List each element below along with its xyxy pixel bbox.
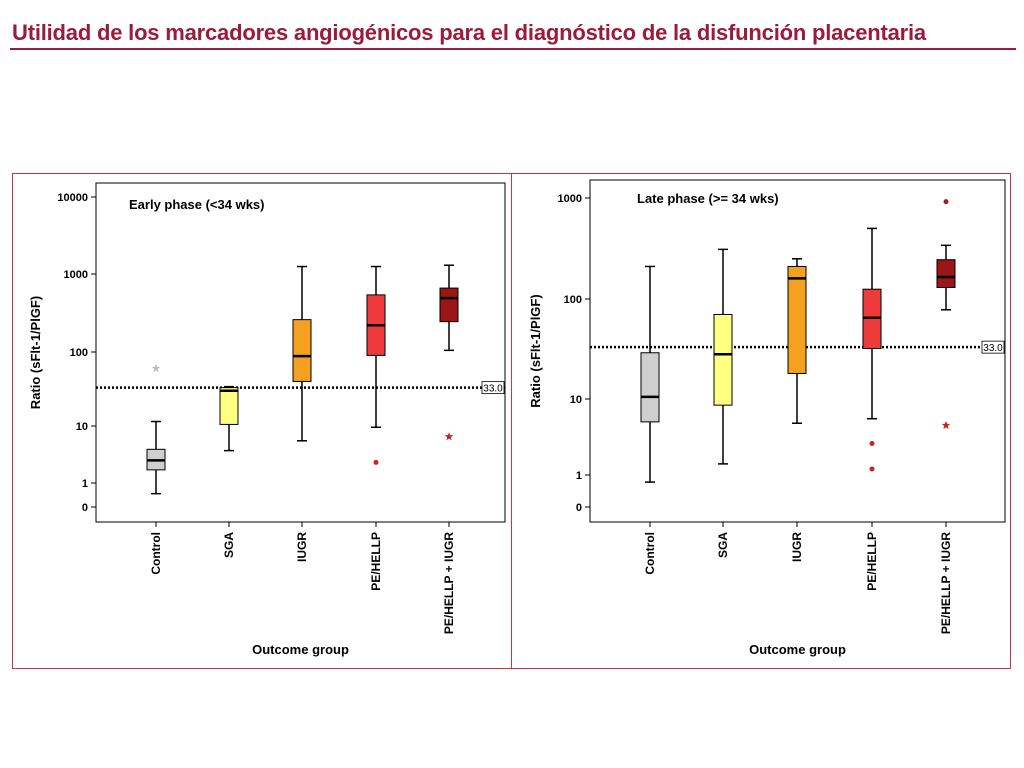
- y-tick-label: 1000: [558, 193, 582, 205]
- x-tick-label: SGA: [222, 532, 236, 558]
- y-axis-label: Ratio (sFlt-1/PlGF): [28, 296, 43, 409]
- iqr-box: [936, 259, 956, 288]
- y-tick-label: 0: [82, 502, 88, 514]
- x-tick-label: PE/HELLP: [369, 532, 383, 591]
- outlier-dot: [869, 440, 875, 446]
- x-tick-label: IUGR: [790, 532, 804, 562]
- outlier-dot: [943, 199, 949, 205]
- box-iugr: [787, 258, 807, 424]
- box-control: [146, 363, 166, 495]
- cutoff-label-box: [481, 381, 505, 395]
- y-tick-label: 10: [570, 394, 582, 406]
- x-tick-label: IUGR: [295, 532, 309, 562]
- box-pe-hellp-iugr: [439, 264, 459, 441]
- iqr-box: [640, 352, 660, 423]
- y-tick-label: 100: [564, 294, 582, 306]
- box-iugr: [292, 265, 312, 442]
- x-tick-label: PE/HELLP + IUGR: [939, 532, 953, 634]
- iqr-box: [292, 319, 312, 382]
- x-axis-label: Outcome group: [252, 642, 349, 657]
- outlier-star: [151, 363, 161, 373]
- y-tick-label: 0: [576, 502, 582, 514]
- outlier-dot: [869, 466, 875, 472]
- x-tick-label: SGA: [716, 532, 730, 558]
- box-pe-hellp: [862, 227, 882, 472]
- box-sga: [713, 248, 733, 465]
- cutoff-label: 33.0: [483, 384, 503, 395]
- cutoff-label: 33.0: [983, 343, 1003, 354]
- outlier-dot: [373, 459, 379, 465]
- chart-title: Early phase (<34 wks): [129, 197, 265, 212]
- x-tick-label: PE/HELLP: [865, 532, 879, 591]
- x-tick-label: Control: [643, 532, 657, 575]
- x-tick-label: PE/HELLP + IUGR: [442, 532, 456, 634]
- y-tick-label: 10: [76, 421, 88, 433]
- box-control: [640, 265, 660, 483]
- box-sga: [219, 385, 239, 452]
- y-tick-label: 1: [82, 478, 88, 490]
- cutoff-label-box: [981, 340, 1005, 354]
- slide-title: Utilidad de los marcadores angiogénicos …: [12, 20, 926, 45]
- x-tick-label: Control: [149, 532, 163, 575]
- y-tick-label: 1: [576, 470, 582, 482]
- iqr-box: [713, 313, 733, 406]
- chart-title: Late phase (>= 34 wks): [637, 191, 779, 206]
- outlier-star: [941, 420, 951, 429]
- outlier-star: [444, 432, 454, 441]
- title-underline: [10, 48, 1016, 50]
- iqr-box: [219, 387, 239, 425]
- box-pe-hellp: [366, 265, 386, 465]
- y-tick-label: 10000: [57, 192, 88, 204]
- y-tick-label: 100: [70, 347, 88, 359]
- charts-frame-divider: [511, 173, 512, 669]
- y-tick-label: 1000: [64, 269, 88, 281]
- box-pe-hellp-iugr: [936, 199, 956, 429]
- iqr-box: [787, 265, 807, 374]
- iqr-box: [439, 287, 459, 323]
- y-axis-label: Ratio (sFlt-1/PlGF): [528, 294, 543, 407]
- x-axis-label: Outcome group: [749, 642, 846, 657]
